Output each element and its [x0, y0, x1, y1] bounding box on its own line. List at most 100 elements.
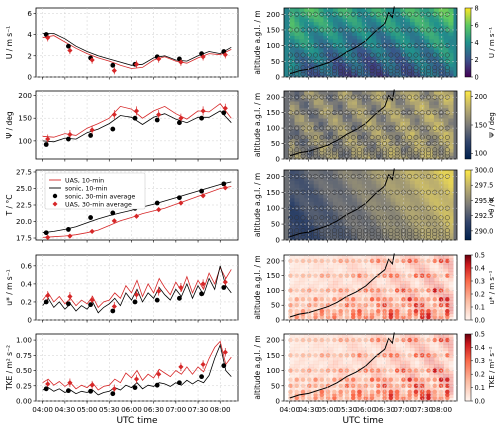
pf-ustar_profile-field-cell — [405, 268, 411, 272]
pf-U_profile-field-cell — [366, 32, 372, 36]
pf-Psi_profile-field-cell — [352, 97, 358, 102]
pf-theta_profile-field-cell — [443, 180, 449, 185]
pf-TKE_profile-field-cell — [361, 357, 367, 362]
pf-U_profile-field-cell — [371, 14, 377, 19]
pf-ustar_profile-measurement-point — [319, 308, 325, 314]
pf-theta_profile-field-cell — [337, 194, 343, 199]
pf-U_profile-field-cell — [299, 49, 305, 54]
pf-ustar_profile-measurement-point — [445, 303, 450, 308]
pf-theta_profile-field-cell — [308, 212, 315, 216]
pf-ustar_profile-field-cell — [376, 294, 382, 298]
pf-theta_profile-measurement-point — [394, 215, 400, 221]
pf-ustar_profile-field-cell — [419, 281, 425, 285]
pf-U_profile-field-cell — [414, 63, 420, 67]
pf-ustar_profile-field-cell — [337, 261, 343, 266]
pf-TKE_profile-field-cell — [390, 347, 396, 352]
pf-TKE_profile-x-tick-label: 06:30 — [374, 405, 395, 414]
pf-TKE_profile-field-cell — [448, 377, 454, 382]
pf-U_profile-field-cell — [395, 18, 401, 23]
pf-ustar_profile-measurement-point — [332, 258, 337, 264]
pf-Psi_profile-measurement-point — [407, 134, 413, 140]
pf-theta_profile-field-cell — [352, 219, 358, 223]
pf-Psi_profile-field-cell — [332, 104, 339, 109]
pf-TKE_profile-field-cell — [294, 360, 300, 365]
pf-U_profile-field-cell — [390, 18, 396, 23]
pf-theta_profile-field-cell — [294, 187, 300, 192]
pf-Psi_profile-field-cell — [342, 121, 348, 126]
pf-TKE_profile-measurement-point — [369, 392, 375, 398]
pf-U_profile-field-cell — [361, 56, 367, 61]
pf-U_profile-colorbar — [464, 7, 472, 78]
pf-U_profile-field-cell — [361, 49, 367, 54]
pf-Psi_profile-field-cell — [352, 114, 358, 119]
pf-theta_profile-field-cell — [289, 201, 295, 206]
pf-Psi_profile-measurement-point — [319, 134, 325, 140]
pf-Psi_profile-y-tick-label: 0 — [275, 155, 280, 164]
pf-ustar_profile-field-cell — [395, 271, 401, 275]
pf-U_profile-field-cell — [323, 8, 329, 12]
ts-U-uas-30min-point — [67, 47, 73, 54]
pf-Psi_profile-field-cell — [405, 101, 411, 105]
pf-theta_profile-measurement-point — [375, 215, 381, 221]
pf-U_profile-field-cell — [361, 32, 367, 36]
pf-U_profile-field-cell — [429, 73, 435, 78]
pf-TKE_profile-field-cell — [328, 337, 334, 341]
pf-ustar_profile-field-cell — [366, 303, 372, 308]
pf-theta_profile-field-cell — [443, 226, 449, 230]
pf-TKE_profile-measurement-point — [432, 389, 437, 395]
pf-ustar_profile-field-cell — [371, 264, 377, 269]
pf-U_profile-field-cell — [304, 52, 310, 57]
pf-theta_profile-field-cell — [323, 170, 329, 174]
pf-U_profile-field-cell — [376, 14, 382, 19]
pf-Psi_profile-field-cell — [347, 125, 353, 129]
pf-ustar_profile-field-cell — [405, 281, 411, 285]
pf-U_profile-field-cell — [390, 42, 396, 47]
pf-TKE_profile-field-cell — [337, 387, 343, 392]
pf-ustar_profile-field-cell — [409, 287, 416, 292]
pf-Psi_profile-field-cell — [304, 97, 310, 102]
pf-theta_profile-measurement-point — [407, 228, 413, 233]
pf-TKE_profile-field-cell — [405, 387, 411, 392]
pf-U_profile-field-cell — [323, 42, 329, 47]
pf-ustar_profile-field-cell — [385, 297, 391, 301]
pf-TKE_profile-field-cell — [443, 344, 449, 348]
pf-theta_profile-field-cell — [429, 226, 435, 230]
pf-U_profile-field-cell — [313, 63, 319, 67]
pf-U_profile-field-cell — [438, 14, 444, 19]
pf-ustar_profile-measurement-point — [394, 308, 400, 314]
pf-Psi_profile-field-cell — [304, 121, 310, 126]
pf-theta_profile-field-cell — [414, 177, 420, 181]
pf-ustar_profile-field-cell — [424, 300, 430, 305]
pf-Psi_profile-field-cell — [443, 104, 449, 109]
pf-ustar_profile-measurement-point — [338, 308, 343, 314]
pf-ustar_profile-field-cell — [313, 255, 319, 259]
pf-Psi_profile-field-cell — [390, 97, 396, 102]
pf-ustar_profile-field-cell — [409, 277, 416, 282]
pf-U_profile-field-cell — [299, 63, 305, 67]
pf-Psi_profile-field-cell — [328, 101, 334, 105]
pf-theta_profile-field-cell — [342, 201, 348, 206]
pf-Psi_profile-field-cell — [332, 101, 339, 105]
pf-U_profile-field-cell — [289, 35, 295, 40]
pf-U_profile-field-cell — [337, 25, 343, 29]
pf-TKE_profile-field-cell — [361, 374, 367, 378]
pf-TKE_profile-field-cell — [438, 357, 444, 362]
pf-ustar_profile-field-cell — [347, 307, 353, 311]
pf-Psi_profile-measurement-point — [300, 134, 306, 140]
pf-U_profile-field-cell — [395, 56, 401, 61]
pf-ustar_profile-field-cell — [443, 290, 449, 295]
pf-theta_profile-field-cell — [366, 229, 372, 234]
pf-TKE_profile-measurement-point — [332, 377, 337, 382]
pf-Psi_profile-field-cell — [347, 131, 353, 136]
ts-U-uas-30min-point — [89, 57, 95, 63]
pf-theta_profile-field-cell — [337, 184, 343, 188]
pf-TKE_profile-field-cell — [400, 360, 406, 365]
pf-theta_profile-measurement-point — [375, 228, 381, 233]
pf-ustar_profile-measurement-point — [332, 297, 337, 302]
pf-Psi_profile-field-cell — [357, 114, 363, 119]
pf-Psi_profile-field-cell — [433, 145, 440, 150]
pf-Psi_profile-field-cell — [405, 155, 411, 160]
pf-ustar_profile-field-cell — [409, 264, 416, 269]
pf-theta_profile-field-cell — [438, 226, 444, 230]
pf-Psi_profile-field-cell — [376, 108, 382, 112]
